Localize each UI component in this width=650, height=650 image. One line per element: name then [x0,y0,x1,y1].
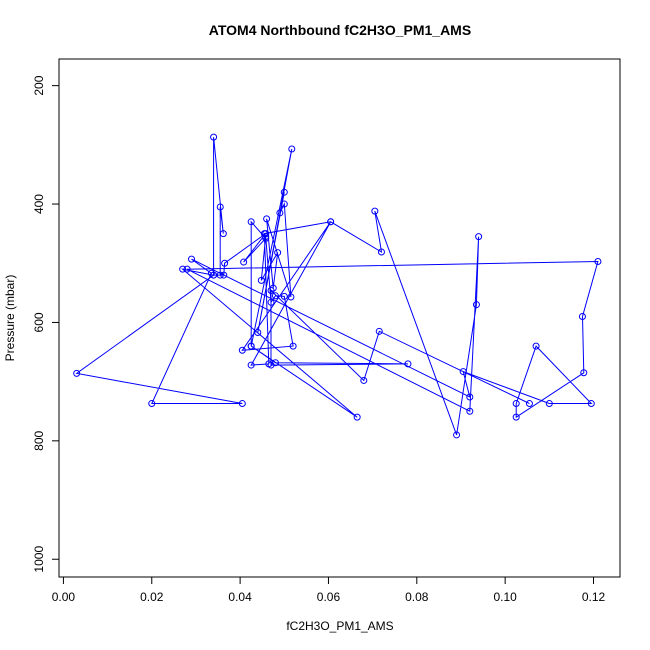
data-point [269,284,277,292]
data-point [219,230,227,238]
data-point [216,203,224,211]
data-point [267,298,275,306]
x-tick-label: 0.08 [405,590,429,604]
data-point [377,248,385,256]
data-point [475,233,483,241]
data-point [327,218,335,226]
data-point [280,188,288,196]
data-point [287,293,295,301]
chart-title: ATOM4 Northbound fC2H3O_PM1_AMS [209,22,471,38]
data-point [263,215,271,223]
y-tick-label: 600 [32,312,46,332]
data-point [207,269,215,277]
data-point [280,292,288,300]
data-point [404,360,412,368]
data-point [73,369,81,377]
data-point [210,271,218,279]
data-point [260,230,268,238]
y-tick-label: 1000 [32,546,46,573]
data-point [280,200,288,208]
data-point [545,400,553,408]
series-line [75,137,599,436]
data-point [512,413,520,421]
data-point [587,400,595,408]
data-point [288,145,296,153]
data-point [459,368,467,376]
data-point [216,271,224,279]
data-point [247,361,255,369]
data-point [580,369,588,377]
data-point [210,133,218,141]
data-point [148,400,156,408]
data-point [371,207,379,215]
x-tick-label: 0.06 [317,590,341,604]
data-point [240,258,248,266]
data-point [353,413,361,421]
data-point [188,255,196,263]
data-point [472,301,480,309]
data-point [274,249,282,257]
data-point [532,342,540,350]
data-point [238,346,246,354]
data-point [453,431,461,439]
x-axis: 0.00 0.02 0.04 0.06 0.08 0.10 0.12 [52,576,606,604]
data-point [183,265,191,273]
data-point [512,400,520,408]
series-layer [73,133,602,439]
y-tick-label: 800 [32,431,46,451]
data-point [221,259,229,267]
data-point [220,271,228,279]
data-point [466,407,474,415]
y-tick-label: 200 [32,75,46,95]
y-tick-label: 400 [32,194,46,214]
data-point [276,209,284,217]
data-point [254,329,262,337]
data-point [271,292,279,300]
data-point [247,218,255,226]
data-point [289,342,297,350]
x-tick-label: 0.10 [493,590,517,604]
data-point [179,265,187,273]
data-point [360,376,368,384]
data-point [594,257,602,265]
data-point [375,327,383,335]
x-axis-label: fC2H3O_PM1_AMS [286,619,393,633]
data-point [238,400,246,408]
data-point [247,342,255,350]
data-point [257,276,265,284]
plot-area-frame [58,58,621,578]
x-tick-label: 0.04 [228,590,252,604]
y-axis: 200 400 600 800 1000 [32,75,60,573]
y-axis-label: Pressure (mbar) [3,275,17,362]
data-point [267,361,275,369]
data-point [466,393,474,401]
x-tick-label: 0.12 [582,590,606,604]
data-point [578,313,586,321]
data-point [267,286,275,294]
data-point [525,400,533,408]
x-tick-label: 0.02 [140,590,164,604]
x-tick-label: 0.00 [52,590,76,604]
